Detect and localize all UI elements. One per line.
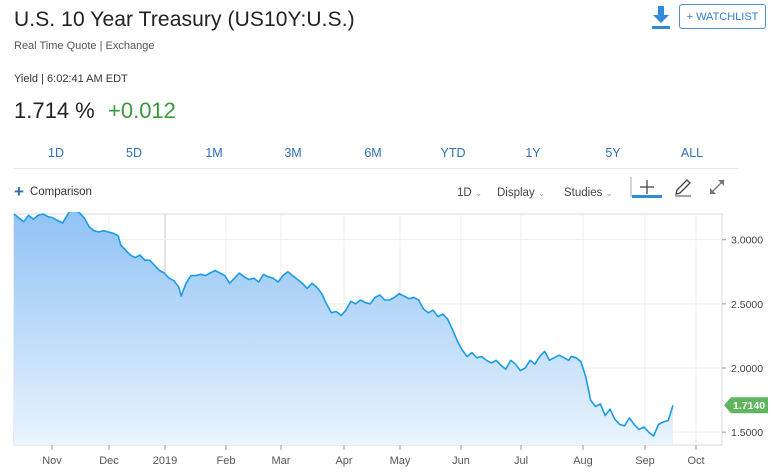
price-value: 1.714 % bbox=[14, 98, 95, 123]
y-tick-label: 2.0000 bbox=[731, 363, 763, 375]
price-chart[interactable]: Nov Dec 2019 Feb Mar Apr May Jun Jul Aug Sep Oct 1.5… bbox=[0, 209, 772, 475]
x-tick-label: Aug bbox=[573, 455, 593, 467]
range-tab-5d[interactable]: 5D bbox=[126, 146, 142, 160]
yield-timestamp: Yield | 6:02:41 AM EDT bbox=[14, 73, 128, 85]
chart-svg[interactable]: Nov Dec 2019 Feb Mar Apr May Jun Jul Aug Sep Oct 1.5… bbox=[0, 209, 772, 475]
range-tab-all[interactable]: ALL bbox=[680, 146, 704, 160]
interval-label: 1D bbox=[457, 187, 472, 199]
chevron-down-icon: ⌄ bbox=[474, 188, 483, 198]
download-button[interactable] bbox=[650, 4, 672, 30]
display-dropdown[interactable]: Display ⌄ bbox=[497, 187, 545, 199]
last-value-badge bbox=[724, 397, 768, 414]
range-tab-1y[interactable]: 1Y bbox=[525, 146, 541, 160]
crosshair-button[interactable] bbox=[630, 177, 664, 204]
x-tick-label: Jul bbox=[514, 455, 528, 467]
quote-subtitle: Real Time Quote | Exchange bbox=[14, 40, 155, 52]
time-range-tabs: 1D 5D 1M 3M 6M YTD 1Y 5Y ALL bbox=[14, 146, 738, 170]
chevron-down-icon: ⌄ bbox=[605, 188, 613, 198]
range-tab-5y[interactable]: 5Y bbox=[605, 146, 621, 160]
last-value-label: 1.7140 bbox=[733, 400, 765, 412]
x-tick-label: Sep bbox=[635, 455, 655, 467]
range-tab-1d[interactable]: 1D bbox=[48, 146, 64, 160]
area-fill bbox=[14, 210, 673, 445]
range-tab-3m[interactable]: 3M bbox=[284, 146, 302, 160]
comparison-label: Comparison bbox=[29, 186, 92, 198]
expand-icon bbox=[709, 179, 725, 195]
x-tick-label: Apr bbox=[335, 455, 352, 467]
interval-dropdown[interactable]: 1D ⌄ bbox=[457, 187, 482, 199]
studies-dropdown[interactable]: Studies ⌄ bbox=[564, 187, 613, 199]
comparison-button[interactable]: + Comparison bbox=[14, 182, 92, 201]
x-tick-label: Jun bbox=[452, 455, 470, 467]
studies-label: Studies bbox=[564, 187, 603, 199]
x-tick-label: Dec bbox=[99, 455, 119, 467]
x-tick-label: Oct bbox=[687, 455, 704, 467]
x-tick-label: 2019 bbox=[153, 455, 177, 467]
x-tick-label: Nov bbox=[42, 455, 62, 467]
crosshair-icon bbox=[630, 177, 662, 198]
range-divider bbox=[14, 168, 738, 169]
x-tick-label: May bbox=[390, 455, 411, 467]
expand-button[interactable] bbox=[707, 177, 727, 202]
chevron-down-icon: ⌄ bbox=[537, 188, 546, 198]
plus-icon: + bbox=[14, 182, 24, 201]
page-title: U.S. 10 Year Treasury (US10Y:U.S.) bbox=[14, 8, 355, 31]
price-change: +0.012 bbox=[108, 98, 176, 123]
y-tick-label: 2.5000 bbox=[731, 299, 763, 311]
pencil-icon bbox=[675, 179, 691, 197]
x-tick-label: Mar bbox=[272, 455, 291, 467]
y-tick-label: 3.0000 bbox=[731, 235, 763, 247]
x-tick-label: Feb bbox=[217, 455, 236, 467]
y-tick-label: 1.5000 bbox=[731, 427, 763, 439]
range-tab-ytd[interactable]: YTD bbox=[440, 146, 466, 160]
range-tab-1m[interactable]: 1M bbox=[205, 146, 223, 160]
range-tab-6m[interactable]: 6M bbox=[364, 146, 382, 160]
display-label: Display bbox=[497, 187, 535, 199]
draw-button[interactable] bbox=[673, 177, 693, 202]
series-line bbox=[13, 209, 674, 437]
watchlist-button[interactable]: + WATCHLIST bbox=[679, 4, 766, 29]
download-icon bbox=[652, 6, 670, 29]
